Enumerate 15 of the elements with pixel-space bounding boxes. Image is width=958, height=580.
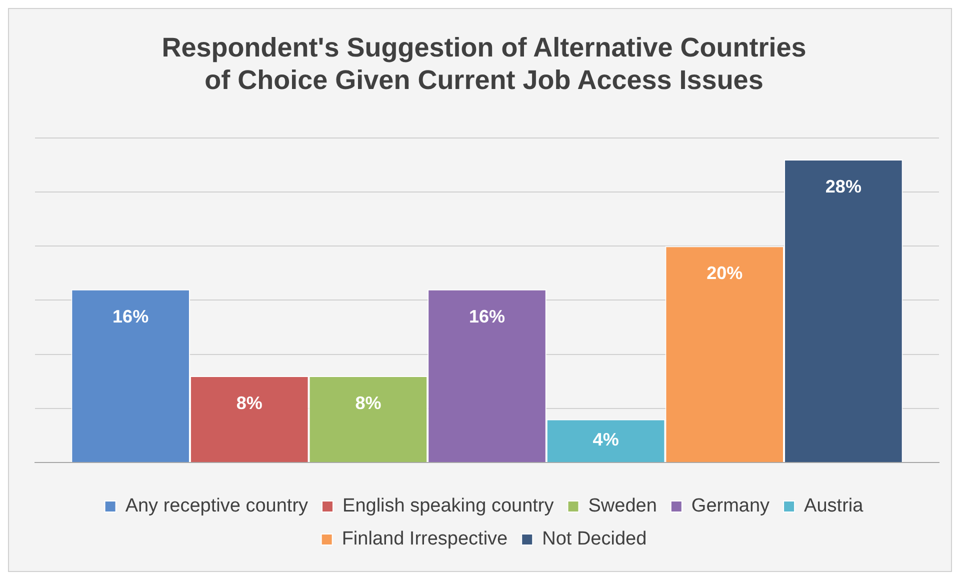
data-label: 16% bbox=[112, 306, 149, 326]
legend-label: Not Decided bbox=[542, 528, 647, 550]
legend-label: Germany bbox=[691, 496, 770, 517]
legend-label: Finland Irrespective bbox=[342, 528, 508, 550]
data-label: 8% bbox=[236, 392, 262, 413]
data-label: 4% bbox=[592, 430, 619, 450]
legend-label: Any receptive country bbox=[125, 496, 309, 517]
legend-label: Sweden bbox=[588, 496, 657, 517]
data-label: 8% bbox=[355, 392, 382, 413]
legend-label: English speaking country bbox=[342, 496, 554, 517]
chart-title: Respondent's Suggestion of Alternative Countries of Choice Given Current Job Access Issues bbox=[162, 32, 806, 96]
data-label: 16% bbox=[468, 306, 506, 326]
data-label: 28% bbox=[825, 176, 862, 196]
data-label: 20% bbox=[706, 263, 743, 284]
legend-label: Austria bbox=[804, 496, 864, 517]
